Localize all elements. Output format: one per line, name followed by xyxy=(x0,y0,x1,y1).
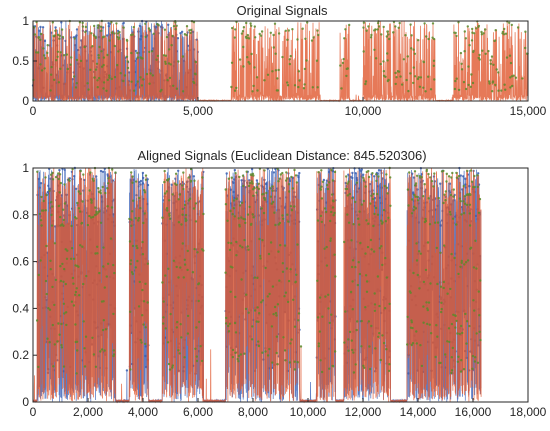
y-tick-label: 0 xyxy=(22,395,29,409)
subplot-original-signals: Original Signals 0 5,000 10,000 15,000 0 0.5 1 xyxy=(12,3,546,118)
y-tick-label: 1 xyxy=(22,161,29,175)
x-tick-label: 6,000 xyxy=(183,405,213,419)
y-tick-label: 0.2 xyxy=(12,348,29,362)
signal-markers-red xyxy=(32,19,529,93)
axis-ticks-aligned: 0 2,000 4,000 6,000 8,000 10,000 12,000 14,000 1… xyxy=(12,161,546,419)
series-group-aligned xyxy=(32,166,482,404)
x-tick-label: 10,000 xyxy=(290,405,327,419)
signal-markers-blue xyxy=(31,19,199,92)
x-tick-label: 15,000 xyxy=(510,104,547,118)
y-tick-label: 0.6 xyxy=(12,255,29,269)
plot-frame-aligned xyxy=(32,167,529,403)
x-tick-label: 0 xyxy=(30,405,37,419)
y-tick-label: 1 xyxy=(22,14,29,28)
x-tick-label: 0 xyxy=(30,104,37,118)
x-tick-label: 4,000 xyxy=(128,405,158,419)
x-tick-label: 8,000 xyxy=(238,405,268,419)
x-tick-label: 2,000 xyxy=(73,405,103,419)
y-tick-label: 0.8 xyxy=(12,208,29,222)
x-tick-label: 5,000 xyxy=(183,104,213,118)
y-tick-label: 0.5 xyxy=(12,54,29,68)
subplot-aligned-signals: Aligned Signals (Euclidean Distance: 845… xyxy=(12,148,546,419)
y-tick-label: 0 xyxy=(22,94,29,108)
x-tick-label: 18,000 xyxy=(510,405,547,419)
axis-ticks-original: 0 5,000 10,000 15,000 0 0.5 1 xyxy=(12,14,546,118)
chart-title-aligned: Aligned Signals (Euclidean Distance: 845… xyxy=(137,148,426,163)
chart-title-original: Original Signals xyxy=(236,3,328,18)
x-tick-label: 10,000 xyxy=(345,104,382,118)
x-tick-label: 14,000 xyxy=(400,405,437,419)
x-tick-label: 16,000 xyxy=(455,405,492,419)
x-tick-label: 12,000 xyxy=(345,405,382,419)
y-tick-label: 0.4 xyxy=(12,301,29,315)
signal-line-red xyxy=(32,167,482,404)
